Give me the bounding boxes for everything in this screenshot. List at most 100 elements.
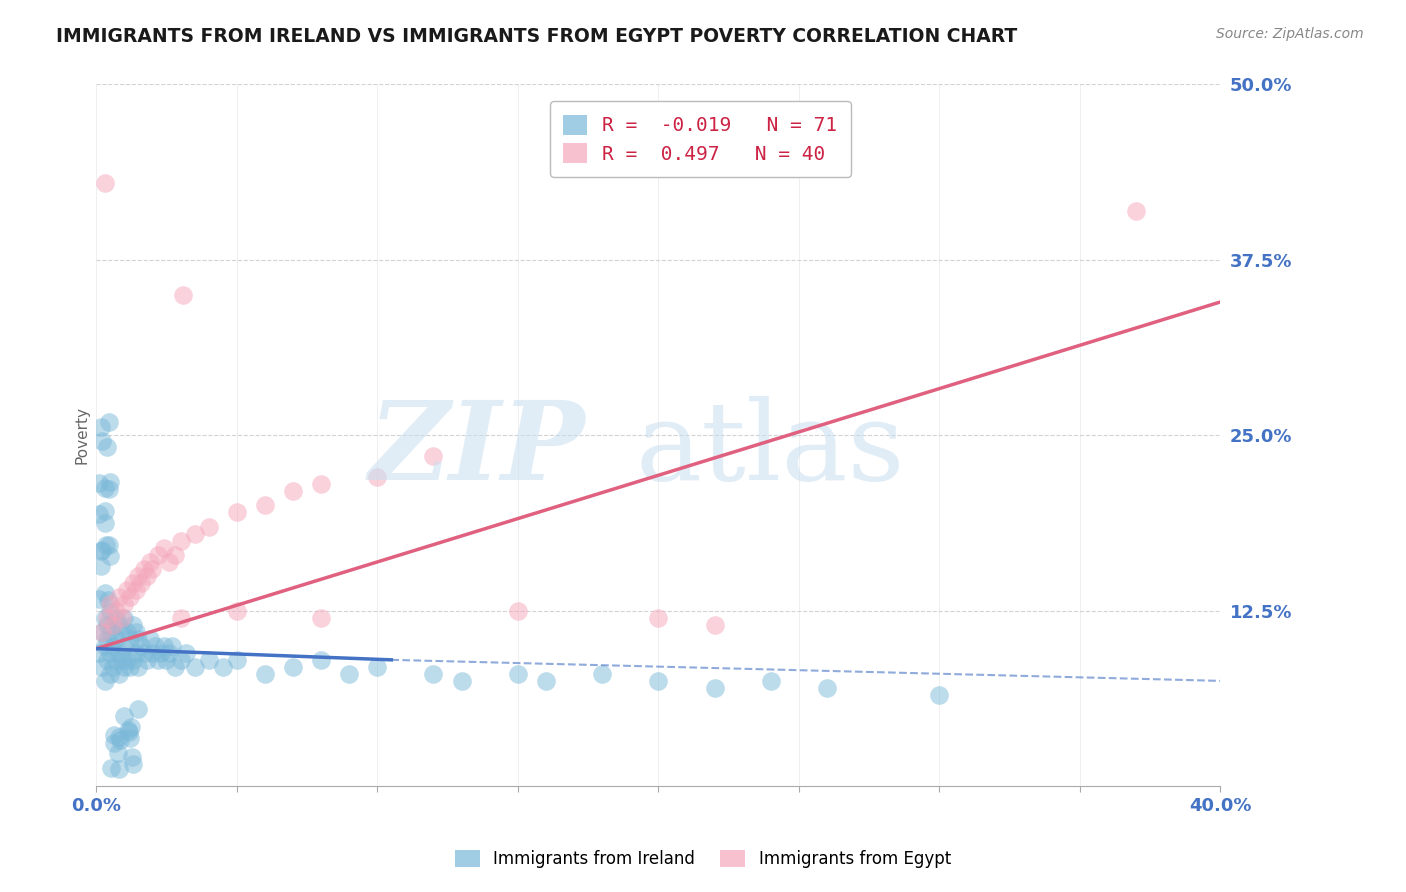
Point — [97, 538, 120, 552]
Point — [112, 639, 135, 653]
Point — [647, 611, 669, 625]
Point — [96, 617, 118, 632]
Point — [132, 646, 155, 660]
Point — [591, 666, 613, 681]
Point — [183, 660, 205, 674]
Point — [98, 415, 121, 429]
Point — [124, 646, 146, 660]
Point — [127, 568, 149, 582]
Point — [104, 653, 127, 667]
Point — [197, 653, 219, 667]
Point — [815, 681, 838, 695]
Point — [108, 762, 131, 776]
Point — [118, 632, 141, 646]
Point — [107, 666, 129, 681]
Point — [169, 533, 191, 548]
Point — [91, 434, 114, 448]
Point — [138, 632, 160, 646]
Point — [160, 639, 183, 653]
Point — [98, 624, 121, 639]
Point — [94, 586, 117, 600]
Point — [225, 506, 247, 520]
Point — [197, 519, 219, 533]
Point — [121, 653, 143, 667]
Point — [90, 420, 112, 434]
Point — [89, 507, 111, 521]
Point — [93, 176, 115, 190]
Point — [135, 653, 157, 667]
Point — [94, 504, 117, 518]
Point — [422, 666, 444, 681]
Point — [112, 597, 135, 611]
Point — [506, 666, 529, 681]
Point — [107, 746, 129, 760]
Point — [124, 624, 146, 639]
Point — [94, 538, 117, 552]
Point — [90, 558, 112, 573]
Legend: Immigrants from Ireland, Immigrants from Egypt: Immigrants from Ireland, Immigrants from… — [449, 843, 957, 875]
Point — [90, 543, 112, 558]
Point — [169, 611, 191, 625]
Text: IMMIGRANTS FROM IRELAND VS IMMIGRANTS FROM EGYPT POVERTY CORRELATION CHART: IMMIGRANTS FROM IRELAND VS IMMIGRANTS FR… — [56, 27, 1018, 45]
Point — [135, 568, 157, 582]
Point — [100, 761, 122, 775]
Point — [93, 673, 115, 688]
Point — [90, 624, 112, 639]
Point — [172, 288, 194, 302]
Point — [138, 555, 160, 569]
Point — [104, 604, 127, 618]
Legend: R =  -0.019   N = 71, R =  0.497   N = 40: R = -0.019 N = 71, R = 0.497 N = 40 — [550, 101, 851, 178]
Point — [93, 516, 115, 531]
Point — [97, 593, 120, 607]
Point — [98, 604, 121, 618]
Point — [104, 611, 127, 625]
Point — [93, 611, 115, 625]
Point — [118, 590, 141, 604]
Point — [124, 582, 146, 597]
Point — [101, 617, 124, 632]
Text: ZIP: ZIP — [368, 395, 585, 503]
Point — [169, 653, 191, 667]
Point — [96, 611, 118, 625]
Point — [281, 660, 304, 674]
Point — [127, 632, 149, 646]
Point — [90, 660, 112, 674]
Point — [98, 475, 121, 489]
Point — [120, 720, 142, 734]
Point — [253, 666, 276, 681]
Text: Source: ZipAtlas.com: Source: ZipAtlas.com — [1216, 27, 1364, 41]
Point — [759, 673, 782, 688]
Point — [96, 441, 118, 455]
Point — [129, 575, 152, 590]
Point — [309, 611, 332, 625]
Point — [98, 549, 121, 564]
Point — [309, 653, 332, 667]
Point — [87, 592, 110, 607]
Point — [132, 561, 155, 575]
Point — [110, 653, 132, 667]
Point — [703, 617, 725, 632]
Point — [174, 646, 197, 660]
Point — [703, 681, 725, 695]
Point — [117, 723, 139, 737]
Point — [98, 646, 121, 660]
Point — [118, 660, 141, 674]
Point — [103, 728, 125, 742]
Point — [281, 484, 304, 499]
Point — [141, 646, 163, 660]
Point — [146, 653, 169, 667]
Point — [141, 561, 163, 575]
Point — [115, 582, 138, 597]
Point — [96, 653, 118, 667]
Point — [366, 470, 388, 484]
Point — [506, 604, 529, 618]
Point — [101, 617, 124, 632]
Point — [149, 646, 172, 660]
Point — [366, 660, 388, 674]
Point — [225, 653, 247, 667]
Point — [157, 646, 180, 660]
Point — [90, 624, 112, 639]
Point — [94, 481, 117, 495]
Point — [112, 611, 135, 625]
Point — [118, 725, 141, 739]
